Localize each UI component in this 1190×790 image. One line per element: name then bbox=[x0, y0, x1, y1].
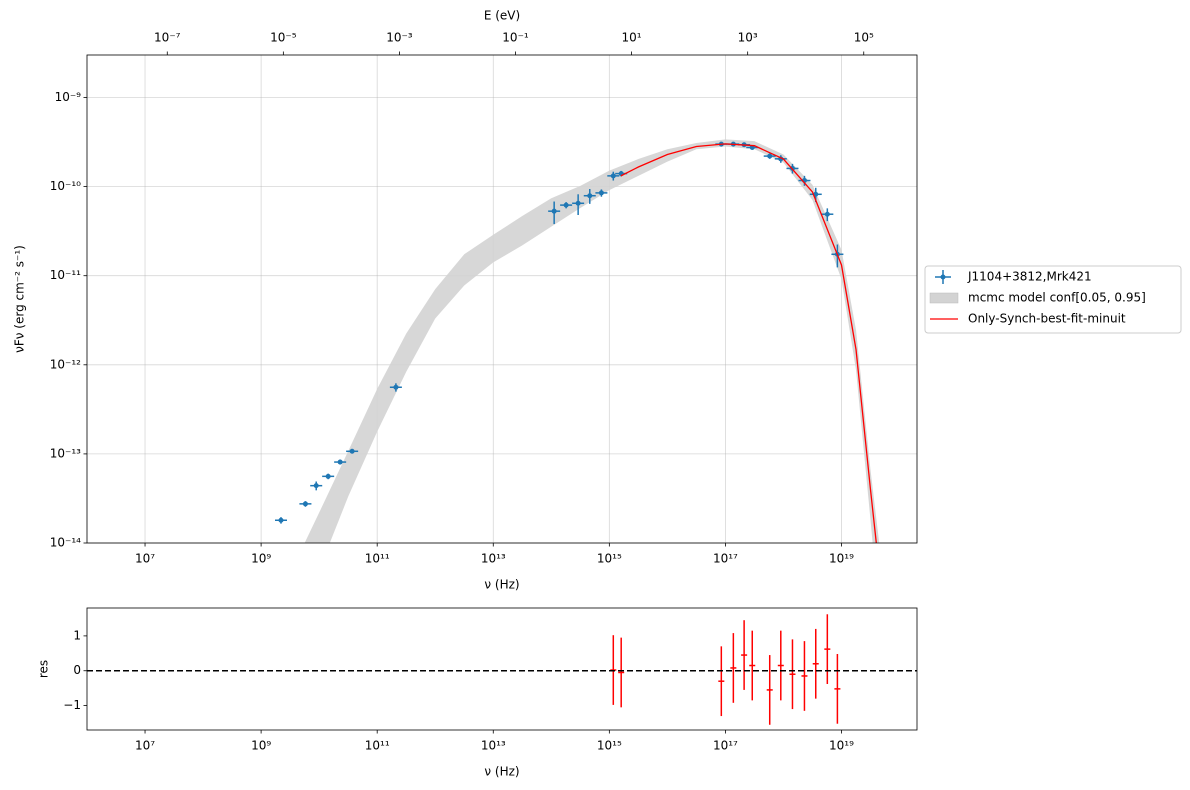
legend-box bbox=[924, 265, 1182, 334]
marker bbox=[587, 193, 593, 199]
legend-label: J1104+3812,Mrk421 bbox=[967, 270, 1092, 284]
y-axis-label: νFν (erg cm⁻² s⁻¹) bbox=[13, 245, 27, 353]
x-tick-label: 10⁷ bbox=[135, 739, 155, 753]
legend-label: Only-Synch-best-fit-minuit bbox=[968, 312, 1126, 326]
top-tick-label: 10⁻⁷ bbox=[154, 31, 181, 45]
plot-area bbox=[274, 139, 880, 543]
marker bbox=[302, 501, 308, 507]
x-tick-label: 10¹⁹ bbox=[829, 552, 854, 566]
marker bbox=[575, 200, 581, 206]
top-tick-label: 10⁵ bbox=[854, 31, 874, 45]
plot-area bbox=[610, 614, 841, 725]
y-tick-label: 10⁻¹² bbox=[50, 357, 81, 371]
axes-frame bbox=[86, 54, 918, 544]
top-tick-label: 10³ bbox=[738, 31, 758, 45]
marker bbox=[767, 153, 773, 159]
x-tick-label: 10¹⁷ bbox=[713, 739, 738, 753]
marker bbox=[610, 173, 616, 179]
axes-frame bbox=[86, 607, 918, 731]
confidence-band bbox=[304, 139, 880, 543]
x-tick-label: 10¹³ bbox=[481, 552, 506, 566]
y-tick-label: 0 bbox=[73, 663, 81, 677]
marker bbox=[325, 473, 331, 479]
y-tick-label: 10⁻¹⁰ bbox=[50, 179, 81, 193]
top-tick-label: 10⁻³ bbox=[386, 31, 413, 45]
marker bbox=[551, 208, 557, 214]
top-tick-label: 10⁻¹ bbox=[502, 31, 529, 45]
x-tick-label: 10⁷ bbox=[135, 552, 155, 566]
x-tick-label: 10¹⁹ bbox=[829, 739, 854, 753]
marker bbox=[598, 190, 604, 196]
marker bbox=[824, 211, 830, 217]
y-axis-label: res bbox=[37, 660, 51, 678]
y-tick-label: 10⁻¹⁴ bbox=[50, 536, 81, 550]
x-tick-label: 10¹³ bbox=[481, 739, 506, 753]
top-tick-label: 10⁻⁵ bbox=[270, 31, 297, 45]
y-tick-label: 10⁻⁹ bbox=[55, 90, 82, 104]
y-tick-label: 10⁻¹¹ bbox=[50, 268, 81, 282]
model-line bbox=[620, 143, 877, 543]
x-tick-label: 10¹¹ bbox=[365, 552, 390, 566]
y-tick-label: 10⁻¹³ bbox=[50, 446, 81, 460]
x-axis-label: ν (Hz) bbox=[484, 578, 519, 592]
x-tick-label: 10⁹ bbox=[251, 552, 271, 566]
x-axis-label: ν (Hz) bbox=[484, 765, 519, 779]
x-tick-label: 10¹⁵ bbox=[597, 739, 622, 753]
marker bbox=[313, 483, 319, 489]
y-tick-label: −1 bbox=[63, 698, 81, 712]
x-tick-label: 10⁹ bbox=[251, 739, 271, 753]
top-axis-label: E (eV) bbox=[484, 9, 520, 23]
marker bbox=[563, 202, 569, 208]
legend-symbol bbox=[929, 292, 959, 304]
legend-symbol bbox=[940, 274, 946, 280]
marker bbox=[278, 517, 284, 523]
legend-label: mcmc model conf[0.05, 0.95] bbox=[968, 291, 1146, 305]
marker bbox=[393, 384, 399, 390]
y-tick-label: 1 bbox=[73, 628, 81, 642]
marker bbox=[337, 459, 343, 465]
x-tick-label: 10¹¹ bbox=[365, 739, 390, 753]
x-tick-label: 10¹⁵ bbox=[597, 552, 622, 566]
marker bbox=[349, 448, 355, 454]
x-tick-label: 10¹⁷ bbox=[713, 552, 738, 566]
top-tick-label: 10¹ bbox=[622, 31, 642, 45]
